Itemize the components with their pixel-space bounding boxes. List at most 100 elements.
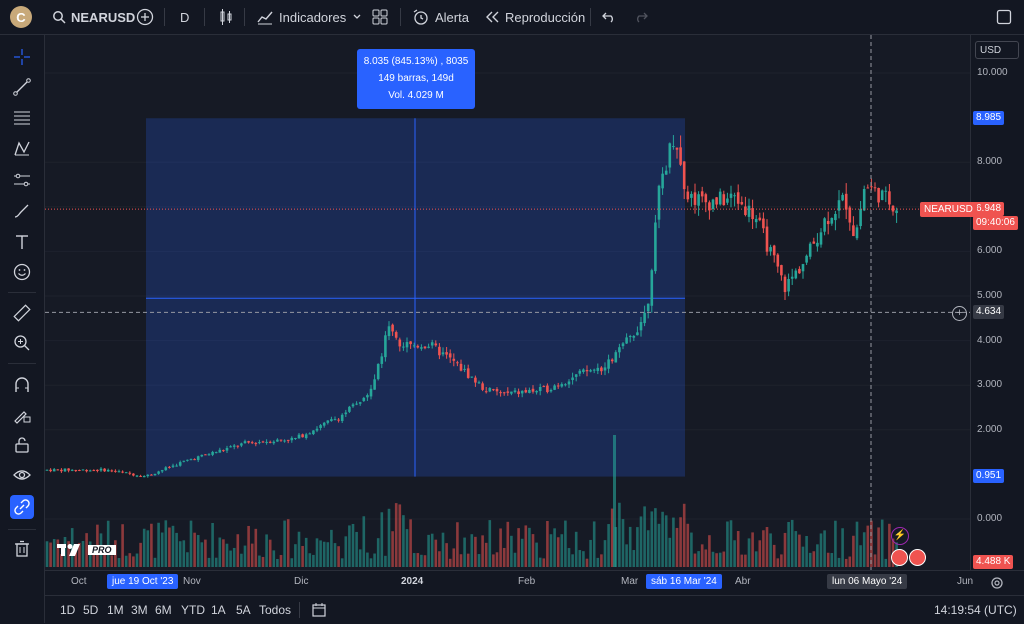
candle-body	[380, 356, 384, 364]
candle-body	[272, 441, 276, 444]
undo-icon	[602, 12, 613, 23]
price-axis[interactable]: USD 10.0008.0007.0006.0005.0004.0003.000…	[970, 35, 1024, 570]
chart-pane[interactable]: 8.035 (845.13%) , 8035 149 barras, 149d …	[45, 35, 970, 570]
sync-drawing-tool[interactable]	[10, 495, 34, 519]
volume-bar	[808, 552, 812, 567]
alert-button[interactable]: Alerta	[412, 6, 469, 28]
compare-button[interactable]	[136, 6, 154, 28]
rewind-icon	[486, 11, 499, 23]
chart-type-button[interactable]	[217, 6, 235, 28]
time-axis-row[interactable]: Oct Nov Dic 2024 Feb Mar Abr Jun jue 19 …	[45, 570, 1024, 596]
remove-drawings-tool[interactable]	[10, 537, 34, 561]
indicators-dropdown[interactable]	[352, 6, 362, 28]
candle-body	[506, 391, 510, 393]
redo-button[interactable]	[634, 6, 648, 28]
volume-bar	[747, 538, 751, 567]
event-lightning-icon[interactable]: ⚡	[891, 527, 909, 545]
pattern-tool[interactable]	[10, 137, 34, 161]
flag-marker-icon[interactable]	[891, 549, 908, 566]
volume-bar	[733, 540, 736, 567]
hide-tool[interactable]	[10, 463, 34, 487]
user-avatar[interactable]: C	[10, 6, 32, 28]
flag-marker-icon[interactable]	[909, 549, 926, 566]
volume-bar	[448, 558, 452, 567]
candle-body	[603, 367, 607, 371]
crosshair-tool[interactable]	[10, 45, 34, 69]
lock-icon	[15, 437, 29, 453]
undo-button[interactable]	[602, 6, 616, 28]
candle-body	[686, 191, 690, 200]
candle-body	[70, 469, 74, 471]
candle-body	[351, 404, 355, 407]
text-tool[interactable]	[10, 230, 34, 254]
range-button-ytd[interactable]: YTD	[181, 603, 205, 617]
volume-bar	[585, 558, 589, 567]
volume-bar	[117, 558, 121, 567]
indicators-button[interactable]: Indicadores	[256, 6, 346, 28]
volume-bar	[52, 539, 56, 567]
volume-bar	[398, 504, 402, 567]
volume-bar	[517, 528, 520, 567]
candle-body	[78, 469, 81, 471]
volume-bar	[452, 548, 456, 567]
clock-label[interactable]: 14:19:54 (UTC)	[934, 603, 1017, 617]
volume-bar	[225, 543, 229, 567]
replay-button[interactable]: Reproducción	[484, 6, 585, 28]
interval-button[interactable]: D	[180, 6, 189, 28]
price-chart[interactable]	[45, 35, 970, 570]
range-button-1d[interactable]: 1D	[60, 603, 76, 617]
range-button-1a[interactable]: 1A	[211, 603, 226, 617]
range-button-5d[interactable]: 5D	[83, 603, 99, 617]
projection-tool[interactable]	[10, 168, 34, 192]
zoom-in-tool[interactable]	[10, 331, 34, 355]
magnet-tool[interactable]	[10, 373, 34, 397]
volume-bar	[150, 523, 153, 567]
candle-body	[654, 222, 657, 272]
candle-body	[340, 414, 344, 421]
range-button-5a[interactable]: 5A	[236, 603, 251, 617]
calendar-range-icon[interactable]	[311, 602, 327, 618]
volume-bar	[859, 545, 862, 567]
range-button-todos[interactable]: Todos	[259, 603, 292, 617]
time-label-oct: Oct	[71, 576, 87, 587]
volume-bar	[646, 530, 650, 567]
alarm-clock-icon	[413, 9, 428, 25]
candle-body	[85, 469, 88, 472]
volume-bar	[571, 554, 574, 567]
volume-bar	[502, 547, 506, 567]
trendline-tool[interactable]	[10, 75, 34, 99]
candle-body	[463, 368, 466, 370]
eye-icon	[13, 470, 31, 480]
candle-body	[549, 389, 553, 392]
volume-bar	[394, 503, 398, 567]
settings-icon[interactable]	[990, 576, 1004, 590]
candle-body	[297, 434, 301, 439]
drawing-toolbar	[0, 35, 45, 623]
lock-tool[interactable]	[10, 433, 34, 457]
range-button-3m[interactable]: 3M	[131, 603, 148, 617]
currency-button[interactable]: USD	[975, 41, 1019, 59]
candle-body	[600, 367, 603, 372]
symbol-search-button[interactable]: NEARUSD	[52, 6, 135, 28]
candle-body	[308, 433, 312, 435]
candle-body	[700, 191, 704, 197]
tradingview-logo[interactable]: PRO	[57, 543, 116, 557]
crosshair-plus-icon[interactable]: +	[952, 306, 967, 321]
layouts-button[interactable]	[371, 6, 389, 28]
volume-bar	[488, 520, 492, 567]
candle-body	[67, 468, 70, 471]
date-range-separator	[299, 602, 300, 618]
fib-tool[interactable]	[10, 106, 34, 130]
volume-bar	[549, 534, 553, 567]
grid-icon	[372, 9, 388, 25]
lock-drawing-tool[interactable]	[10, 403, 34, 427]
emoji-tool[interactable]	[10, 260, 34, 284]
range-button-1m[interactable]: 1M	[107, 603, 124, 617]
ruler-tool[interactable]	[10, 301, 34, 325]
fullscreen-button[interactable]	[996, 6, 1012, 28]
range-button-6m[interactable]: 6M	[155, 603, 172, 617]
brush-tool[interactable]	[10, 199, 34, 223]
candle-body	[726, 198, 729, 203]
volume-bar	[520, 538, 524, 567]
candle-body	[250, 442, 254, 444]
